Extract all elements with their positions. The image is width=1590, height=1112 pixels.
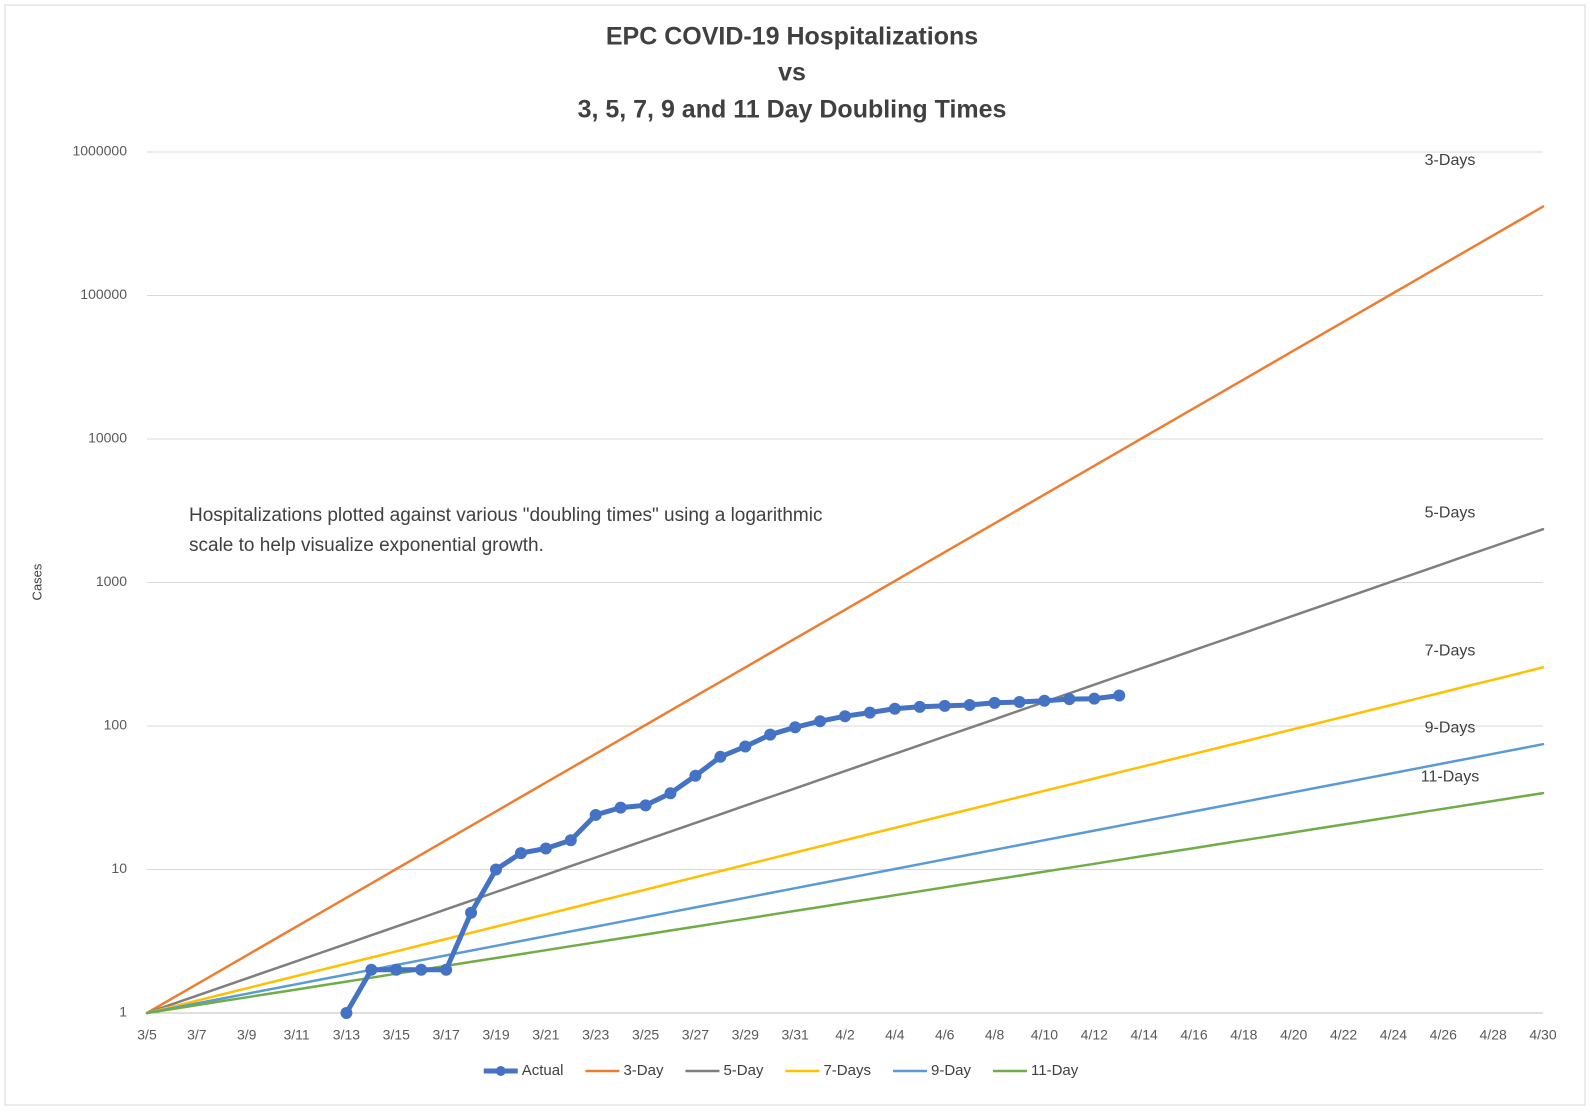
series-end-label: 5-Days xyxy=(1425,504,1476,521)
y-tick-label: 100000 xyxy=(80,286,127,302)
x-tick-label: 4/22 xyxy=(1330,1027,1357,1043)
x-tick-label: 4/10 xyxy=(1031,1027,1058,1043)
x-tick-label: 3/13 xyxy=(333,1027,360,1043)
x-tick-label: 3/25 xyxy=(632,1027,659,1043)
x-tick-label: 4/20 xyxy=(1280,1027,1307,1043)
series-line xyxy=(145,791,1545,1015)
chart-title: 3, 5, 7, 9 and 11 Day Doubling Times xyxy=(578,96,1007,124)
annotation: Hospitalizations plotted against various… xyxy=(189,505,822,526)
data-point xyxy=(1013,695,1026,708)
x-tick-label: 3/19 xyxy=(482,1027,509,1043)
x-tick-label: 3/17 xyxy=(433,1027,460,1043)
x-tick-label: 3/11 xyxy=(283,1027,309,1043)
x-tick-label: 4/6 xyxy=(935,1027,955,1043)
y-tick-label: 10000 xyxy=(88,430,127,446)
data-point xyxy=(589,808,602,821)
series-line xyxy=(145,205,1545,1015)
legend-label: 9-Day xyxy=(931,1062,972,1079)
x-tick-label: 3/5 xyxy=(137,1027,157,1043)
data-point xyxy=(1038,694,1051,707)
series-line xyxy=(145,527,1545,1015)
legend-label: 5-Day xyxy=(723,1062,764,1079)
data-point xyxy=(689,769,702,782)
chart-title: EPC COVID-19 Hospitalizations xyxy=(606,23,978,51)
chart-title: vs xyxy=(778,59,806,87)
legend-label: 3-Day xyxy=(623,1062,664,1079)
data-point xyxy=(839,710,851,723)
x-tick-label: 4/26 xyxy=(1430,1027,1457,1043)
x-tick-label: 3/7 xyxy=(187,1027,207,1043)
data-point xyxy=(365,963,378,976)
x-tick-label: 3/31 xyxy=(782,1027,809,1043)
x-tick-label: 4/16 xyxy=(1180,1027,1207,1043)
y-tick-label: 10 xyxy=(111,860,127,876)
data-point xyxy=(988,696,1001,709)
x-tick-label: 3/9 xyxy=(237,1027,257,1043)
data-point xyxy=(764,728,777,741)
x-tick-label: 4/2 xyxy=(835,1027,855,1043)
data-point xyxy=(490,863,502,876)
x-tick-label: 3/15 xyxy=(383,1027,410,1043)
x-tick-label: 3/23 xyxy=(582,1027,609,1043)
series-end-label: 11-Days xyxy=(1421,768,1479,785)
chart-frame xyxy=(4,4,1586,1106)
x-tick-label: 4/30 xyxy=(1529,1027,1556,1043)
data-point xyxy=(514,847,527,860)
x-tick-label: 4/28 xyxy=(1480,1027,1507,1043)
data-point xyxy=(664,787,677,800)
x-tick-label: 4/14 xyxy=(1131,1027,1158,1043)
data-point xyxy=(1088,692,1101,705)
data-point xyxy=(440,963,453,976)
series-end-label: 9-Days xyxy=(1425,719,1476,736)
x-tick-label: 4/12 xyxy=(1081,1027,1108,1043)
data-point xyxy=(913,700,926,713)
legend-label: 11-Day xyxy=(1031,1062,1079,1079)
legend-swatch xyxy=(495,1066,506,1076)
x-tick-label: 3/27 xyxy=(682,1027,709,1043)
data-point xyxy=(1113,689,1126,702)
x-tick-label: 4/4 xyxy=(885,1027,905,1043)
y-tick-label: 100 xyxy=(104,717,128,733)
x-tick-label: 4/24 xyxy=(1380,1027,1407,1043)
data-point xyxy=(938,699,951,712)
data-point xyxy=(714,750,727,763)
data-point xyxy=(863,706,876,719)
data-point xyxy=(564,834,577,847)
y-tick-label: 1 xyxy=(119,1004,127,1020)
annotation: scale to help visualize exponential grow… xyxy=(189,535,544,556)
legend-label: 7-Days xyxy=(823,1062,871,1079)
x-tick-label: 4/8 xyxy=(985,1027,1005,1043)
data-point xyxy=(814,715,827,728)
data-point xyxy=(888,702,901,715)
series-line xyxy=(145,666,1545,1015)
y-tick-label: 1000000 xyxy=(72,143,127,159)
data-point xyxy=(415,963,428,976)
series-end-label: 7-Days xyxy=(1425,643,1476,660)
data-point xyxy=(539,842,552,855)
data-point xyxy=(614,801,627,814)
y-axis-label: Cases xyxy=(29,563,44,600)
x-tick-label: 3/21 xyxy=(532,1027,559,1043)
data-point xyxy=(789,721,802,734)
data-point xyxy=(963,699,976,712)
data-point xyxy=(465,906,478,919)
data-point xyxy=(1063,693,1076,706)
y-tick-label: 1000 xyxy=(96,573,127,589)
x-tick-label: 3/29 xyxy=(732,1027,759,1043)
data-point xyxy=(390,963,403,976)
legend-label: Actual xyxy=(522,1062,564,1079)
data-point xyxy=(340,1007,353,1019)
data-point xyxy=(739,740,752,753)
x-tick-label: 4/18 xyxy=(1230,1027,1257,1043)
series-end-label: 3-Days xyxy=(1425,152,1476,169)
data-point xyxy=(639,799,652,812)
